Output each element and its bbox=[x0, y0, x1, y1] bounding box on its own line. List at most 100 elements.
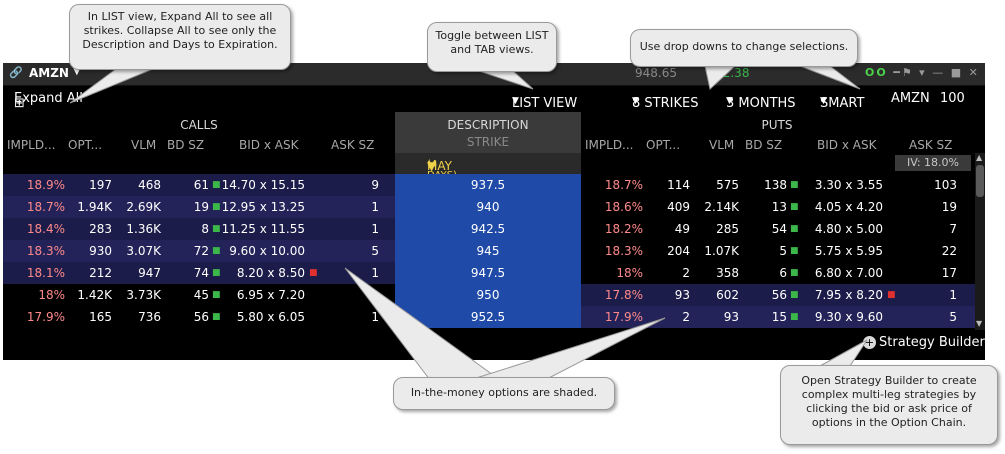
call-bdsz: 72 bbox=[193, 244, 209, 258]
call-bidask[interactable]: 12.95 x 13.25 bbox=[221, 200, 305, 214]
put-bidask[interactable]: 9.30 x 9.60 bbox=[814, 310, 883, 324]
call-asksz: 1 bbox=[371, 310, 379, 324]
put-vlm: 93 bbox=[723, 310, 739, 324]
calls-row-bg bbox=[3, 174, 395, 196]
callout-dropdowns: Use drop downs to change selections. bbox=[630, 29, 858, 67]
col-bidask-calls[interactable]: BID x ASK bbox=[239, 138, 299, 152]
call-bidask[interactable]: 8.20 x 8.50 bbox=[236, 266, 305, 280]
put-impld: 18% bbox=[616, 266, 643, 280]
calls-row-bg bbox=[3, 262, 395, 284]
col-impld-calls[interactable]: IMPLD... bbox=[7, 138, 56, 152]
call-bdsz: 19 bbox=[193, 200, 209, 214]
strike-value[interactable]: 945 bbox=[476, 244, 500, 258]
table-row: 945 18.3% 930 3.07K 72 9.60 x 10.00 5 ■ 18.3% 204… bbox=[3, 240, 975, 262]
put-vlm: 602 bbox=[716, 288, 739, 302]
description-heading: DESCRIPTION bbox=[447, 118, 529, 132]
calls-row-bg bbox=[3, 306, 395, 328]
col-vlm-calls[interactable]: VLM bbox=[131, 138, 157, 152]
call-bdsz: 56 bbox=[193, 310, 209, 324]
table-row: 942.5 18.4% 283 1.36K 8 11.25 x 11.55 1 ■ 18.2% 4… bbox=[3, 218, 975, 240]
footer-bar bbox=[3, 331, 985, 360]
strike-cell-bg bbox=[395, 306, 581, 328]
call-opt: 212 bbox=[89, 266, 112, 280]
put-asksz: 1 bbox=[949, 288, 957, 302]
put-bidask[interactable]: 5.75 x 5.95 bbox=[814, 244, 883, 258]
window-controls[interactable]: OO ━⚑ ▾ — ■ ✕ bbox=[865, 66, 980, 79]
col-opt-calls[interactable]: OPT... bbox=[68, 138, 103, 152]
vertical-scrollbar[interactable]: ▲ ▼ bbox=[975, 153, 985, 330]
bid-tick-icon: ■ bbox=[790, 202, 799, 212]
bid-tick-icon: ■ bbox=[212, 202, 221, 212]
table-row: 937.5 18.9% 197 468 61 14.70 x 15.15 9 ■ 18.7% 11… bbox=[3, 174, 975, 196]
call-bidask[interactable]: 11.25 x 11.55 bbox=[221, 222, 305, 236]
bid-tick-icon: ■ bbox=[212, 224, 221, 234]
col-vlm-puts[interactable]: VLM bbox=[709, 138, 735, 152]
table-row: 952.5 17.9% 165 736 56 5.80 x 6.05 1 ■ 17.9% 2 93 1… bbox=[3, 306, 975, 328]
strike-value[interactable]: 942.5 bbox=[470, 222, 506, 236]
call-opt: 165 bbox=[89, 310, 112, 324]
call-opt: 1.42K bbox=[77, 288, 112, 302]
multiplier-label: 100 bbox=[940, 91, 965, 106]
put-impld: 18.7% bbox=[604, 178, 643, 192]
chevron-down-icon: ▼ bbox=[726, 96, 733, 106]
description-header: DESCRIPTION STRIKE bbox=[395, 112, 581, 153]
call-bidask[interactable]: 5.80 x 6.05 bbox=[236, 310, 305, 324]
scroll-down-icon[interactable]: ▼ bbox=[976, 319, 983, 328]
strike-value[interactable]: 950 bbox=[476, 288, 500, 302]
put-opt: 2 bbox=[682, 266, 690, 280]
put-asksz: 7 bbox=[949, 222, 957, 236]
put-asksz: 19 bbox=[941, 200, 957, 214]
strategy-builder-button[interactable]: + Strategy Builder bbox=[863, 335, 985, 350]
call-bdsz: 45 bbox=[193, 288, 209, 302]
link-icon[interactable]: 🔗 bbox=[9, 66, 23, 79]
put-vlm: 2.14K bbox=[704, 200, 739, 214]
table-row: 947.5 18.1% 212 947 74 8.20 x 8.50 1 ■ 18% 2 358 6 6… bbox=[3, 262, 975, 284]
bid-tick-icon: ■ bbox=[790, 224, 799, 234]
chevron-down-icon[interactable]: ▼ bbox=[73, 66, 81, 77]
scroll-thumb[interactable] bbox=[976, 165, 984, 197]
expand-icon: ⊞ bbox=[14, 96, 25, 111]
callout-expand-all: In LIST view, Expand All to see all stri… bbox=[69, 4, 291, 70]
col-asksz-calls[interactable]: ASK SZ bbox=[331, 138, 375, 152]
table-row: 950 18% 1.42K 3.73K 45 6.95 x 7.20 1 ■ 17.8% 93 60… bbox=[3, 284, 975, 306]
bid-tick-icon: ■ bbox=[212, 180, 221, 190]
col-asksz-puts[interactable]: ASK SZ bbox=[909, 138, 953, 152]
put-bdsz: 6 bbox=[779, 266, 787, 280]
put-opt: 93 bbox=[674, 288, 690, 302]
put-bidask[interactable]: 6.80 x 7.00 bbox=[814, 266, 883, 280]
call-bidask[interactable]: 14.70 x 15.15 bbox=[221, 178, 305, 192]
put-bidask[interactable]: 7.95 x 8.20 bbox=[814, 288, 883, 302]
call-asksz: 5 bbox=[371, 244, 379, 258]
months-label: 3 MONTHS bbox=[726, 96, 796, 111]
strike-value[interactable]: 952.5 bbox=[470, 310, 506, 324]
strike-value[interactable]: 947.5 bbox=[470, 266, 506, 280]
call-impld: 18.1% bbox=[26, 266, 65, 280]
put-impld: 18.6% bbox=[604, 200, 643, 214]
column-headers: CALLS PUTS IMPLD... OPT... VLM BD SZ BID… bbox=[3, 112, 985, 153]
col-bdsz-puts[interactable]: BD SZ bbox=[745, 138, 783, 152]
col-impld-puts[interactable]: IMPLD... bbox=[585, 138, 634, 152]
calls-row-bg bbox=[3, 284, 395, 306]
call-opt: 283 bbox=[89, 222, 112, 236]
toolbar: ⊞ Expand All LIST VIEW ▼ 8 STRIKES ▼ 3 M… bbox=[3, 86, 985, 111]
col-bdsz-calls[interactable]: BD SZ bbox=[167, 138, 205, 152]
symbol-label[interactable]: AMZN bbox=[29, 66, 69, 80]
call-bidask[interactable]: 9.60 x 10.00 bbox=[229, 244, 305, 258]
col-bidask-puts[interactable]: BID x ASK bbox=[817, 138, 877, 152]
strike-value[interactable]: 940 bbox=[476, 200, 500, 214]
expand-all-button[interactable]: ⊞ Expand All bbox=[14, 91, 83, 111]
bid-tick-icon: ■ bbox=[790, 268, 799, 278]
ask-tick-icon: ■ bbox=[887, 290, 896, 300]
strike-value[interactable]: 937.5 bbox=[470, 178, 506, 192]
put-bidask[interactable]: 3.30 x 3.55 bbox=[814, 178, 883, 192]
put-bidask[interactable]: 4.05 x 4.20 bbox=[814, 200, 883, 214]
call-vlm: 2.69K bbox=[126, 200, 161, 214]
put-asksz: 17 bbox=[941, 266, 957, 280]
scroll-up-icon[interactable]: ▲ bbox=[976, 153, 983, 162]
col-opt-puts[interactable]: OPT... bbox=[646, 138, 681, 152]
strike-cell-bg bbox=[395, 262, 581, 284]
put-bidask[interactable]: 4.80 x 5.00 bbox=[814, 222, 883, 236]
call-bidask[interactable]: 6.95 x 7.20 bbox=[236, 288, 305, 302]
strike-heading: STRIKE bbox=[466, 135, 510, 149]
underlying-label: AMZN bbox=[891, 91, 930, 106]
